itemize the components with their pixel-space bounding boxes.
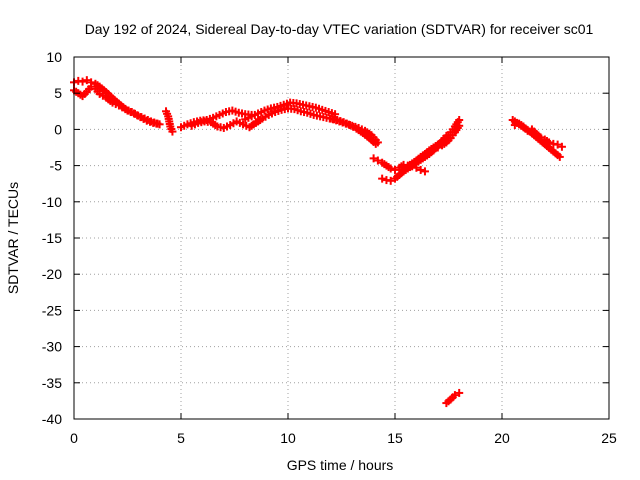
y-tick-label: -35 — [42, 375, 62, 391]
x-tick-label: 0 — [70, 430, 78, 446]
x-tick-labels: 0 5 10 15 20 25 — [70, 430, 617, 446]
data-point — [420, 167, 429, 176]
x-tick-label: 5 — [177, 430, 185, 446]
data-point — [555, 152, 564, 161]
data-point — [455, 388, 464, 397]
data-point — [386, 176, 395, 185]
data-point — [87, 82, 96, 91]
data-point — [391, 165, 399, 174]
y-tick-label: -40 — [42, 411, 62, 427]
y-tick-label: 0 — [54, 121, 62, 137]
data-point — [369, 154, 378, 163]
x-tick-label: 10 — [280, 430, 296, 446]
data-point — [82, 76, 91, 85]
y-tick-label: 5 — [54, 85, 62, 101]
y-tick-label: -10 — [42, 194, 62, 210]
y-tick-label: 10 — [46, 49, 62, 65]
data-point — [78, 77, 87, 86]
data-point — [553, 140, 562, 149]
data-point — [416, 165, 425, 174]
data-point — [536, 133, 545, 142]
x-tick-label: 20 — [494, 430, 510, 446]
data-point — [371, 139, 380, 148]
data-points — [70, 76, 566, 408]
x-tick-label: 15 — [387, 430, 403, 446]
y-tick-label: -5 — [50, 158, 63, 174]
data-point — [455, 121, 464, 130]
data-point — [545, 138, 554, 147]
y-tick-label: -25 — [42, 302, 62, 318]
y-axis-label: SDTVAR / TECUs — [5, 182, 21, 294]
data-point — [153, 119, 162, 128]
y-tick-labels: 10 5 0 -5 -10 -15 -20 -25 -30 -35 -40 — [42, 49, 62, 427]
y-tick-label: -20 — [42, 266, 62, 282]
gridlines — [74, 57, 609, 419]
data-point — [373, 156, 382, 165]
data-point — [450, 391, 459, 400]
data-point — [433, 143, 442, 152]
y-tick-label: -15 — [42, 230, 62, 246]
data-point — [331, 110, 340, 119]
data-point — [378, 174, 387, 183]
data-point — [557, 142, 566, 151]
y-tick-label: -30 — [42, 339, 62, 355]
data-point — [168, 127, 177, 136]
x-tick-label: 25 — [601, 430, 617, 446]
x-axis-label: GPS time / hours — [287, 457, 394, 473]
data-point — [386, 164, 395, 173]
axis-ticks — [73, 56, 610, 420]
chart-title: Day 192 of 2024, Sidereal Day-to-day VTE… — [85, 21, 594, 37]
